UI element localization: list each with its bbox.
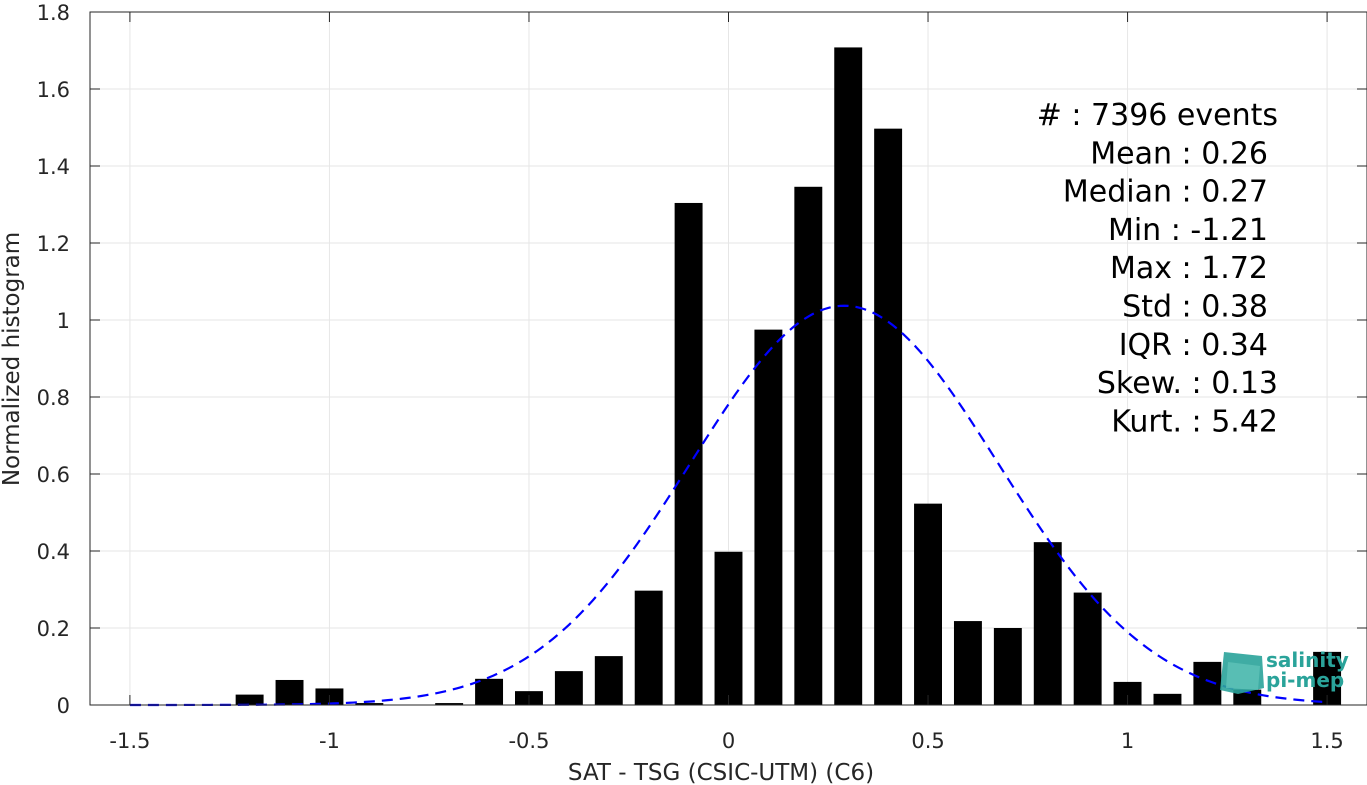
histogram-bars [235, 47, 1342, 706]
y-tick-label: 1.6 [37, 78, 70, 102]
histogram-bar [275, 679, 304, 705]
y-tick-label: 1.4 [37, 155, 70, 179]
histogram-bar [1153, 693, 1182, 705]
x-tick-label: 0 [722, 729, 735, 753]
histogram-bar [1073, 592, 1102, 705]
histogram-bar [634, 590, 663, 705]
y-tick-label: 1 [57, 309, 70, 333]
histogram-bar [435, 703, 464, 705]
y-tick-label: 0.6 [37, 463, 70, 487]
stat-line: IQR : 0.34 [1119, 328, 1268, 363]
y-tick-label: 1.2 [37, 232, 70, 256]
histogram-bar [1193, 661, 1222, 705]
x-tick-labels: -1.5 -1 -0.5 0 0.5 1 1.5 [109, 729, 1343, 753]
stat-line: Median : 0.27 [1063, 175, 1268, 210]
histogram-bar [794, 186, 823, 706]
y-tick-label: 0.8 [37, 386, 70, 410]
histogram-bar [355, 703, 384, 705]
histogram-bar [475, 678, 504, 705]
logo-line2: pi-mep [1266, 668, 1344, 692]
x-tick-label: -1.5 [109, 729, 150, 753]
stat-line: Kurt. : 5.42 [1111, 404, 1278, 439]
histogram-bar [834, 47, 863, 706]
axis-ticks [90, 11, 1367, 706]
x-tick-label: -1 [319, 729, 340, 753]
stat-line: Skew. : 0.13 [1097, 366, 1278, 401]
y-tick-label: 0 [57, 694, 70, 718]
y-axis-label: Normalized histogram [0, 232, 25, 486]
histogram-bar [754, 329, 783, 705]
logo-line1: salinity [1266, 648, 1349, 672]
x-tick-label: 1 [1121, 729, 1134, 753]
salinity-pimep-logo: salinity pi-mep [1220, 648, 1349, 694]
histogram-bar [554, 671, 583, 705]
histogram-bar [235, 694, 264, 705]
x-axis-label: SAT - TSG (CSIC-UTM) (C6) [568, 760, 874, 785]
histogram-bar [674, 202, 703, 705]
histogram-bar [1113, 681, 1142, 705]
histogram-bar [874, 128, 903, 705]
histogram-bar [993, 628, 1022, 705]
stat-line: Mean : 0.26 [1090, 136, 1268, 171]
histogram-bar [1033, 542, 1062, 705]
y-tick-labels: 0 0.2 0.4 0.6 0.8 1 1.2 1.4 1.6 1.8 [37, 1, 70, 718]
histogram-bar [953, 621, 982, 705]
y-tick-label: 0.2 [37, 617, 70, 641]
histogram-bar [914, 503, 942, 705]
histogram-bar [594, 656, 623, 705]
y-tick-label: 1.8 [37, 1, 70, 25]
x-tick-label: -0.5 [508, 729, 549, 753]
stat-line: # : 7396 events [1037, 98, 1278, 133]
y-tick-label: 0.4 [37, 540, 70, 564]
stat-line: Std : 0.38 [1122, 290, 1268, 325]
x-tick-label: 1.5 [1310, 729, 1343, 753]
x-tick-label: 0.5 [911, 729, 944, 753]
stat-line: Min : -1.21 [1108, 213, 1268, 248]
stat-line: Max : 1.72 [1110, 251, 1268, 286]
histogram-bar [714, 551, 743, 705]
